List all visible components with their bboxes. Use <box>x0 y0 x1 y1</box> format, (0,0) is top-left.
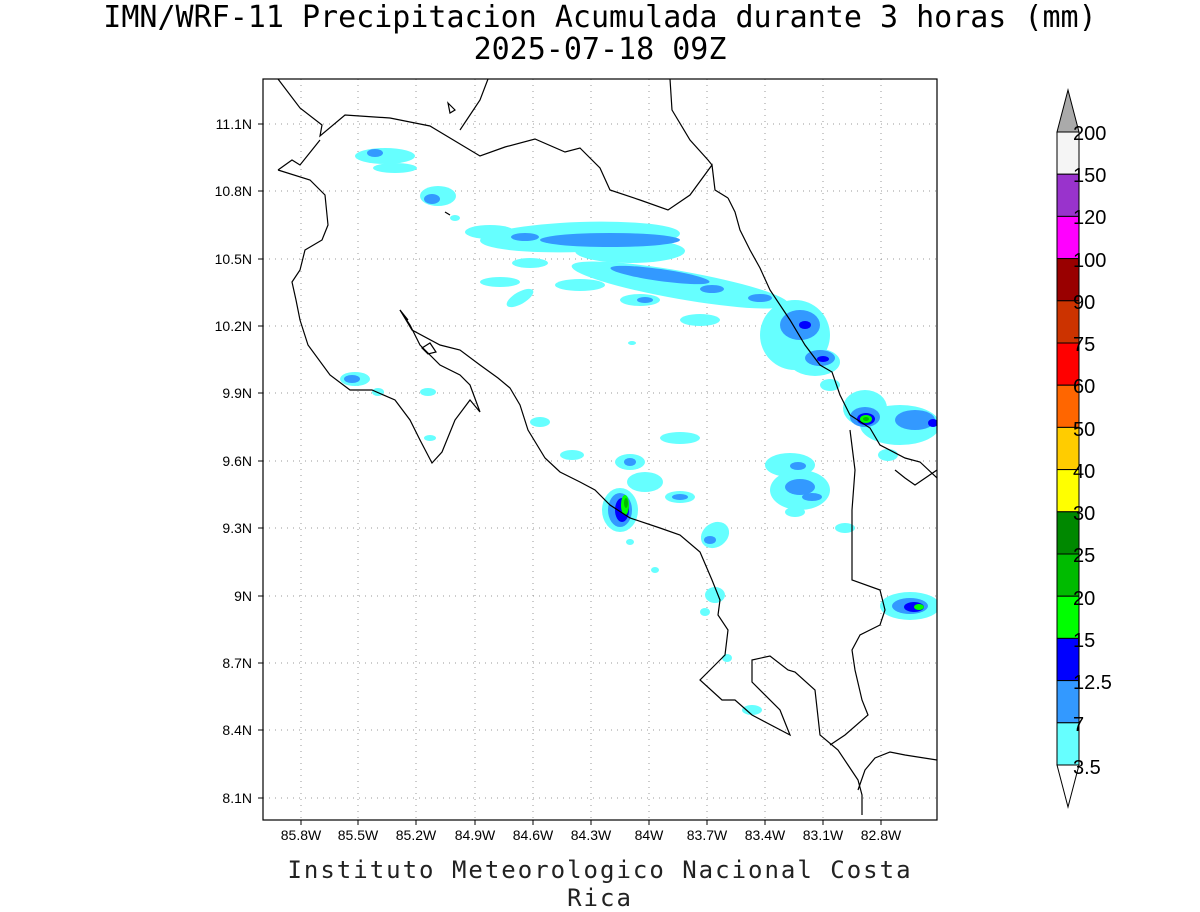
axis-ticks <box>258 123 882 825</box>
colorbar-label: 100 <box>1073 250 1106 272</box>
colorbar-label: 7 <box>1073 714 1084 736</box>
colorbar-label: 60 <box>1073 376 1095 398</box>
lon-label: 84.6W <box>513 827 554 843</box>
colorbar-legend: 200 150 120 100 90 75 60 50 40 30 25 20 … <box>1056 88 1112 809</box>
lon-label: 82.8W <box>861 827 902 843</box>
map-title: IMN/WRF-11 Precipitacion Acumulada duran… <box>103 0 1097 35</box>
lat-labels: 11.1N 10.8N 10.5N 10.2N 9.9N 9.6N 9.3N 9… <box>215 116 252 806</box>
lon-label: 85.2W <box>396 827 437 843</box>
lon-label: 85.8W <box>281 827 322 843</box>
coastline-borders <box>277 79 937 815</box>
lat-label: 9.3N <box>222 520 252 536</box>
lon-label: 85.5W <box>338 827 379 843</box>
lon-label: 83.4W <box>745 827 786 843</box>
lat-label: 10.2N <box>215 318 252 334</box>
lat-label: 10.8N <box>215 183 252 199</box>
lon-label: 83.7W <box>687 827 728 843</box>
colorbar-label: 200 <box>1073 123 1106 145</box>
colorbar-label: 50 <box>1073 419 1095 441</box>
map-datetime: 2025-07-18 09Z <box>473 32 727 67</box>
colorbar-label: 75 <box>1073 334 1095 356</box>
colorbar-label: 20 <box>1073 588 1095 610</box>
precipitation-map: 11.1N 10.8N 10.5N 10.2N 9.9N 9.6N 9.3N 9… <box>215 78 938 843</box>
map-grid <box>263 79 937 820</box>
lon-label: 84.9W <box>455 827 496 843</box>
lat-label: 9.9N <box>222 385 252 401</box>
plot-frame <box>262 78 938 821</box>
colorbar-boxes <box>1056 88 1080 809</box>
lat-label: 10.5N <box>215 251 252 267</box>
lat-label: 11.1N <box>216 116 252 132</box>
lon-label: 84.3W <box>571 827 612 843</box>
colorbar-label: 90 <box>1073 292 1095 314</box>
colorbar-label: 30 <box>1073 503 1095 525</box>
footer-credit: Instituto Meteorologico Nacional Costa R… <box>287 856 913 912</box>
colorbar-label: 15 <box>1073 630 1095 652</box>
lon-label: 83.1W <box>803 827 844 843</box>
colorbar-labels: 200 150 120 100 90 75 60 50 40 30 25 20 … <box>1073 123 1112 779</box>
lat-label: 9.6N <box>222 453 252 469</box>
colorbar-label: 12.5 <box>1073 672 1112 694</box>
colorbar-bottom-arrow <box>1056 764 1080 809</box>
lat-label: 8.7N <box>222 655 252 671</box>
lat-label: 8.1N <box>222 790 252 806</box>
colorbar-label: 25 <box>1073 545 1095 567</box>
lat-label: 8.4N <box>222 722 252 738</box>
lon-labels: 85.8W 85.5W 85.2W 84.9W 84.6W 84.3W 84W … <box>281 827 902 843</box>
colorbar-label: 3.5 <box>1073 757 1101 779</box>
colorbar-label: 40 <box>1073 461 1095 483</box>
colorbar-label: 150 <box>1073 165 1106 187</box>
colorbar-label: 120 <box>1073 207 1106 229</box>
lon-label: 84W <box>635 827 665 843</box>
lat-label: 9N <box>234 588 252 604</box>
